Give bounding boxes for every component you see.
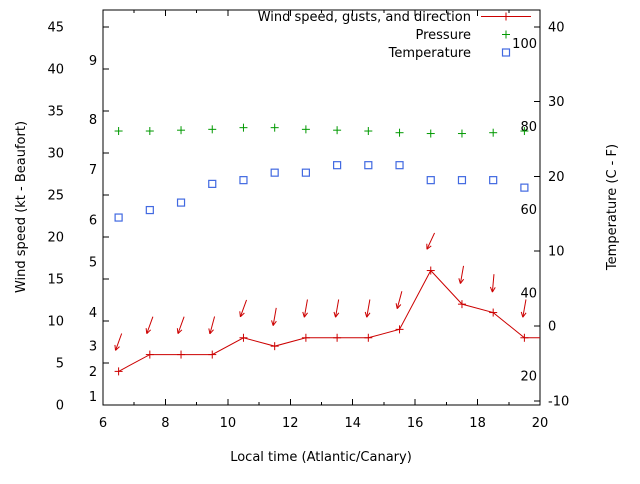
svg-text:0: 0 [56,399,64,414]
svg-text:40: 40 [520,286,537,301]
plot-border [103,10,540,405]
svg-text:6: 6 [89,214,97,229]
svg-text:-10: -10 [548,394,569,409]
svg-text:35: 35 [47,104,64,119]
svg-text:1: 1 [89,390,97,405]
svg-text:10: 10 [220,416,237,431]
svg-text:16: 16 [407,416,424,431]
svg-text:60: 60 [520,203,537,218]
svg-text:30: 30 [548,95,565,110]
svg-text:20: 20 [548,170,565,185]
svg-text:9: 9 [89,54,97,69]
y-right-axis-ticks: -10 0 10 20 30 40 [534,20,569,409]
fahrenheit-scale-labels: 20 40 60 80 100 [512,37,537,384]
svg-text:40: 40 [47,62,64,77]
svg-text:4: 4 [89,306,97,321]
svg-text:100: 100 [512,37,537,52]
svg-text:10: 10 [47,314,64,329]
svg-text:20: 20 [47,230,64,245]
legend-label-pressure: Pressure [415,28,471,43]
wind-speed-series [115,267,540,376]
svg-text:10: 10 [548,245,565,260]
svg-text:80: 80 [520,120,537,135]
legend-label-wind: Wind speed, gusts, and direction [258,10,471,25]
svg-text:18: 18 [469,416,486,431]
svg-text:0: 0 [548,320,556,335]
svg-text:14: 14 [344,416,361,431]
svg-text:2: 2 [89,365,97,380]
svg-text:7: 7 [89,163,97,178]
svg-text:8: 8 [161,416,169,431]
svg-text:20: 20 [532,416,549,431]
svg-text:3: 3 [89,340,97,355]
y2-axis-title: Temperature (C - F) [605,144,620,271]
beaufort-scale-labels: 1 2 3 4 5 6 7 8 9 [89,54,97,405]
legend-label-temperature: Temperature [388,46,471,61]
x-axis-title: Local time (Atlantic/Canary) [230,450,412,465]
pressure-series [115,124,529,138]
svg-text:45: 45 [47,20,64,35]
svg-text:20: 20 [520,369,537,384]
svg-text:15: 15 [47,272,64,287]
svg-text:5: 5 [89,256,97,271]
y-axis-title: Wind speed (kt - Beaufort) [14,121,29,293]
svg-text:30: 30 [47,146,64,161]
svg-text:12: 12 [282,416,299,431]
gust-direction-arrows [115,233,526,350]
svg-text:8: 8 [89,113,97,128]
x-axis-ticks: 6 8 10 12 14 16 18 20 [99,10,548,431]
temperature-series [115,162,528,221]
svg-text:25: 25 [47,188,64,203]
svg-text:5: 5 [56,356,64,371]
svg-text:40: 40 [548,20,565,35]
svg-text:6: 6 [99,416,107,431]
